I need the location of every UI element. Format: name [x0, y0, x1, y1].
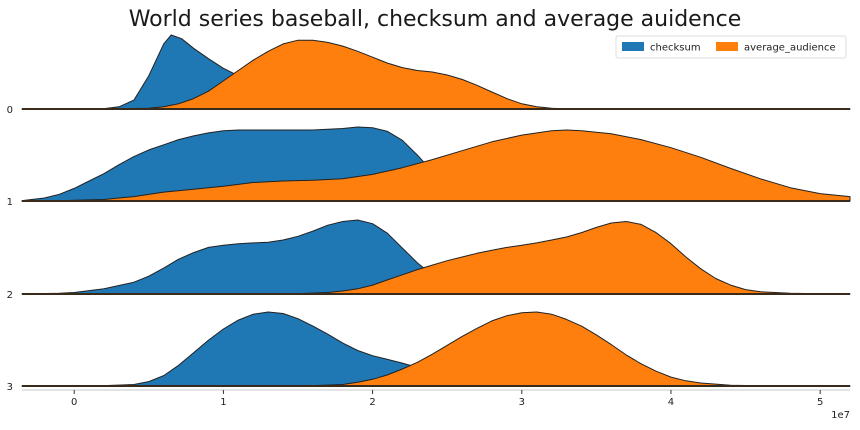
ridge-row-2	[21, 219, 851, 295]
ridge-row-0	[21, 34, 851, 110]
legend-label-checksum: checksum	[650, 43, 701, 54]
ridge-average-audience-row-2	[21, 221, 851, 295]
chart-title: World series baseball, checksum and aver…	[129, 7, 742, 32]
ridge-row-3	[21, 311, 851, 387]
legend: checksum average_audience	[615, 35, 847, 59]
legend-swatch-checksum	[622, 42, 644, 51]
ridge-row-1	[21, 126, 851, 202]
x-scale-label: 1e7	[831, 410, 850, 421]
x-tick-label: 2	[369, 397, 375, 408]
x-tick-label: 1	[220, 397, 226, 408]
row-label-2: 2	[7, 290, 13, 301]
ridge-average-audience-row-3	[21, 311, 851, 387]
row-label-0: 0	[7, 105, 13, 116]
ridge-average-audience-row-1	[21, 129, 851, 202]
ridge-average-audience-row-0	[21, 39, 851, 110]
x-axis: 0 1 2 3 4 5	[22, 389, 850, 408]
x-tick-label: 3	[519, 397, 525, 408]
legend-label-average-audience: average_audience	[744, 43, 836, 54]
row-labels: 0 1 2 3	[7, 105, 13, 393]
x-tick-label: 4	[668, 397, 674, 408]
x-tick-label: 5	[817, 397, 823, 408]
row-label-3: 3	[7, 382, 13, 393]
row-label-1: 1	[7, 197, 13, 208]
x-tick-label: 0	[71, 397, 77, 408]
ridges	[21, 34, 851, 387]
legend-swatch-average-audience	[716, 42, 738, 51]
